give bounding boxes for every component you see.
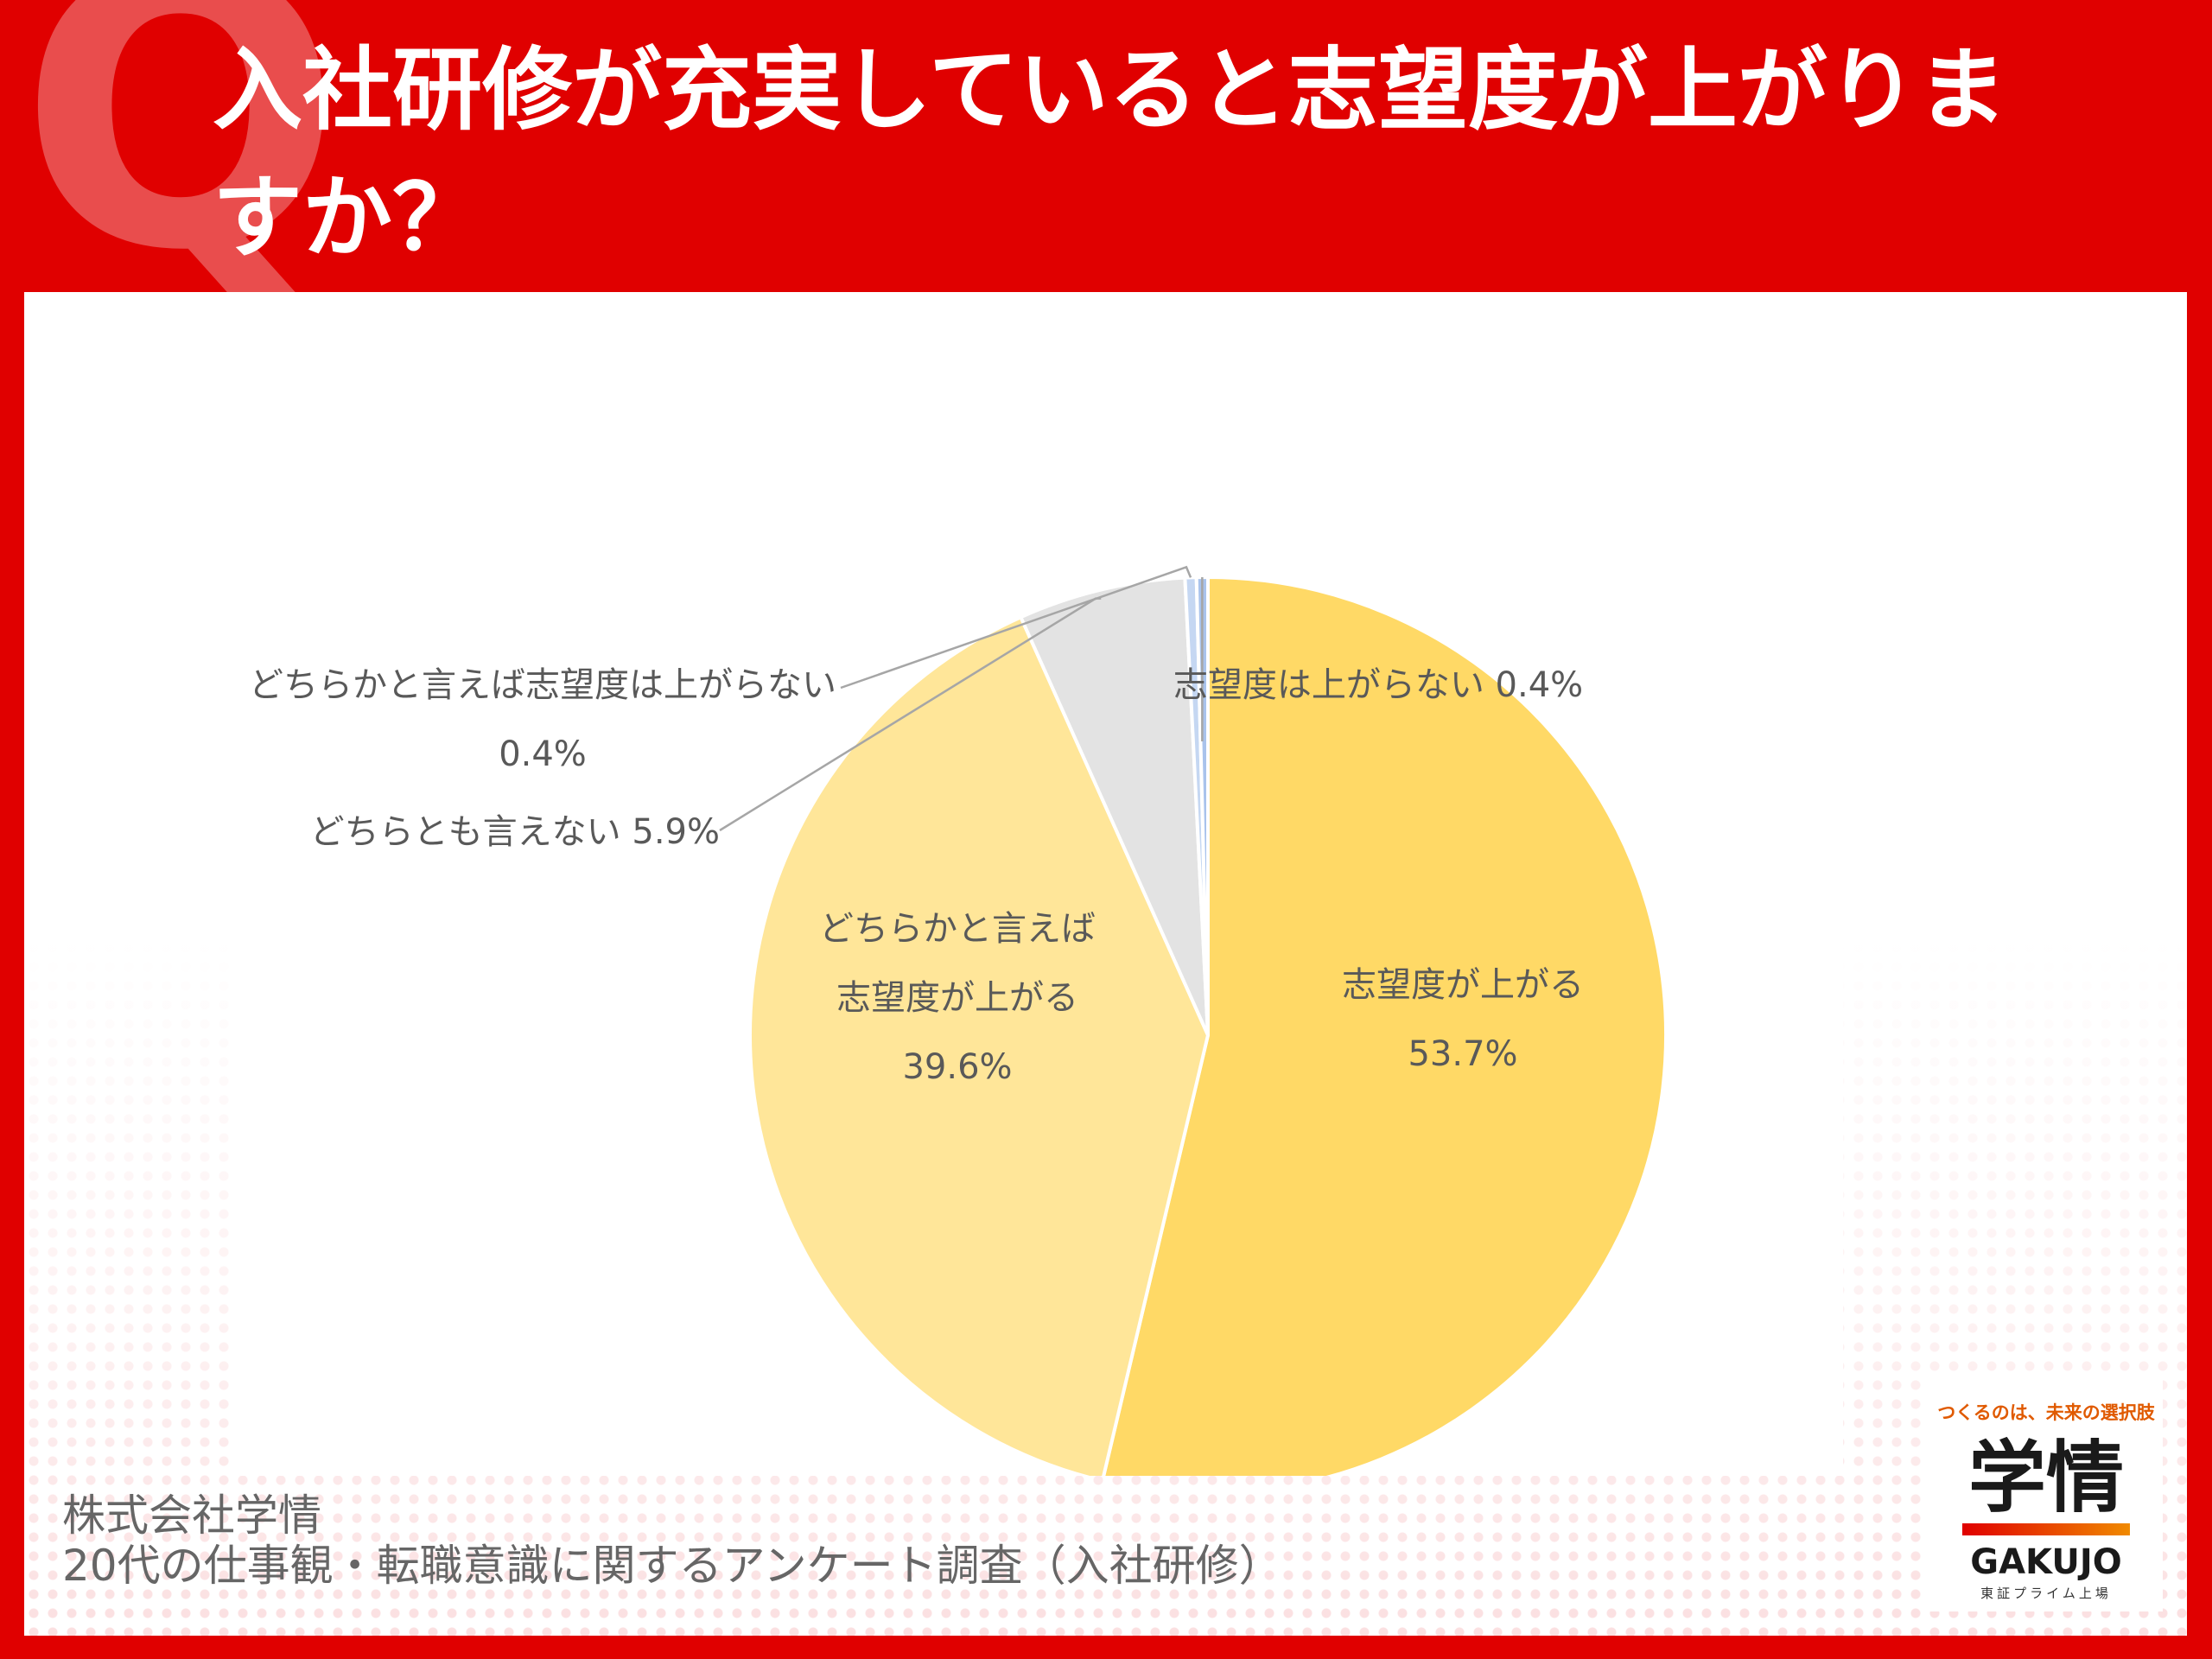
- pie-slice: [1018, 575, 1210, 1036]
- data-label: 39.6%: [902, 1047, 1012, 1087]
- page-title: 入社研修が充実していると志望度が上がりますか？: [213, 37, 2007, 270]
- data-label: 53.7%: [1408, 1034, 1517, 1074]
- source-company: 株式会社学情: [62, 1491, 321, 1541]
- logo-wordmark: 学情: [1968, 1433, 2124, 1523]
- pie-slice: [748, 614, 1211, 1476]
- logo-gradient-bar: [1962, 1523, 2130, 1535]
- data-label: 志望度は上がらない 0.4%: [1173, 665, 1583, 705]
- data-label: どちらかと言えば: [819, 909, 1096, 949]
- q-mark: Q: [19, 0, 343, 334]
- logo-listing: 東証プライム上場: [1980, 1586, 2112, 1601]
- pie-slice: [1102, 575, 1668, 1476]
- pie-chart: 志望度が上がる53.7%どちらかと言えば志望度が上がる39.6%どちらとも言えな…: [249, 565, 1668, 1476]
- source-survey: 20代の仕事観・転職意識に関するアンケート調査（入社研修）: [62, 1541, 1282, 1591]
- data-label: どちらとも言えない 5.9%: [310, 812, 720, 852]
- data-label: 0.4%: [499, 734, 587, 774]
- logo-english: GAKUJO: [1970, 1542, 2122, 1582]
- gakujo-logo: つくるのは、未来の選択肢 学情 GAKUJO 東証プライム上場: [1929, 1378, 2163, 1611]
- logo-tagline: つくるのは、未来の選択肢: [1937, 1402, 2155, 1423]
- data-label: 志望度が上がる: [1342, 965, 1584, 1005]
- data-label: どちらかと言えば志望度は上がらない: [249, 665, 836, 705]
- source-caption: 株式会社学情 20代の仕事観・転職意識に関するアンケート調査（入社研修）: [62, 1491, 1282, 1591]
- chart-area: 志望度が上がる 53.7% どちらかと言えば 志望度が上がる 39.6% どちらとも言えな…: [236, 335, 1843, 1476]
- pie-slice: [1194, 575, 1210, 1036]
- content-panel: 志望度が上がる 53.7% どちらかと言えば 志望度が上がる 39.6% どちらとも言えな…: [24, 292, 2187, 1636]
- leader-line: [840, 565, 1192, 690]
- data-label: 志望度が上がる: [836, 978, 1078, 1018]
